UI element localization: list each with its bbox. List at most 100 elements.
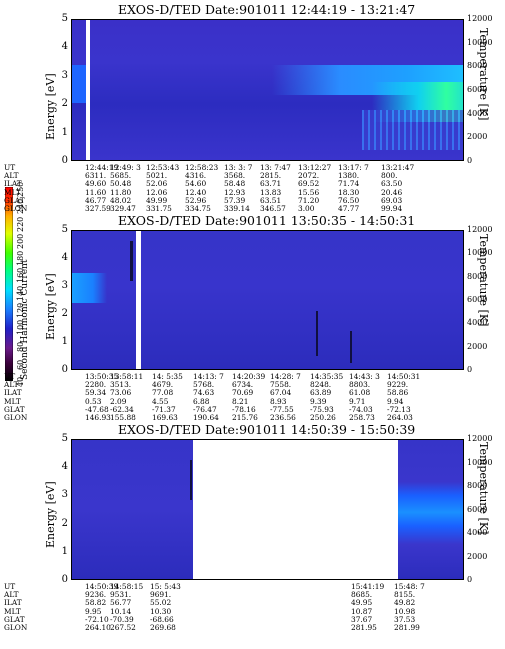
table-cell: 13: 3: 7: [224, 163, 253, 172]
y-tick-label: 0: [61, 155, 68, 166]
table-cell: 2280.: [85, 380, 107, 390]
table-cell: 49.95: [351, 598, 373, 608]
table-cell: 12:44:19: [85, 163, 119, 172]
table-cell: 3568.: [224, 171, 246, 181]
table-cell: 267.52: [110, 623, 136, 632]
table-cell: 63.71: [260, 179, 282, 189]
y-tick-label: 5: [61, 13, 68, 24]
table-cell: 8803.: [349, 380, 371, 390]
table-cell: 2815.: [260, 171, 282, 181]
table-cell: 50.48: [110, 179, 132, 189]
y2-tick-label: 6000: [467, 295, 488, 304]
y2-tick-label: 0: [467, 575, 473, 584]
table-cell: 334.75: [185, 204, 211, 213]
table-cell: 47.77: [338, 204, 360, 213]
y2-tick-label: 4000: [467, 318, 488, 328]
y2-tick-label: 8000: [467, 61, 488, 71]
table-cell: 57.39: [224, 195, 246, 205]
spectrogram-plot: [71, 19, 464, 161]
table-cell: 3.00: [298, 204, 315, 213]
table-cell: 74.63: [193, 388, 215, 398]
table-row-label: GLON: [4, 204, 28, 213]
table-cell: 15:48: 7: [394, 582, 425, 591]
table-cell: 13:50:35: [85, 372, 119, 381]
table-row-label: ALT: [4, 380, 19, 390]
table-cell: 52.06: [146, 179, 168, 189]
table-cell: 14:13: 7: [193, 372, 224, 381]
table-row-label: MLT: [4, 187, 21, 197]
table-cell: 4.55: [152, 396, 169, 406]
panel-title: EXOS-D/TED Date:901011 14:50:39 - 15:50:…: [118, 422, 416, 437]
table-cell: 63.51: [260, 195, 282, 205]
y-tick-label: 4: [61, 41, 68, 53]
y2-tick-label: 4000: [467, 108, 488, 118]
y2-tick-label: 0: [467, 156, 473, 165]
table-cell: 49.82: [394, 598, 416, 608]
table-cell: 8155.: [394, 590, 416, 600]
table-cell: 8.93: [270, 396, 287, 406]
table-cell: 2072.: [298, 171, 320, 181]
y2-tick-label: 8000: [467, 481, 488, 490]
table-cell: 9.95: [85, 606, 102, 616]
table-cell: 63.50: [381, 179, 403, 189]
table-cell: -62.34: [110, 404, 134, 414]
table-cell: -70.39: [110, 614, 134, 624]
table-cell: 20.46: [381, 187, 403, 197]
table-cell: -72.10: [85, 614, 109, 624]
table-cell: 48.02: [110, 195, 132, 205]
spectrogram-streaks: [362, 110, 463, 150]
y-tick-label: 4: [61, 252, 68, 263]
spectrogram-background: [398, 440, 463, 579]
table-cell: 10.87: [351, 606, 373, 616]
table-cell: 15:41:19: [351, 582, 385, 591]
table-cell: 69.52: [298, 179, 320, 189]
table-row-label: UT: [4, 372, 16, 381]
colorbar-tick-label: 220: [16, 216, 25, 232]
y2-tick-label: 12000: [467, 434, 493, 443]
table-cell: 9691.: [150, 590, 172, 600]
colorbar-gradient: [4, 186, 14, 382]
data-gap: [86, 20, 90, 160]
table-cell: 11.80: [110, 187, 132, 197]
table-cell: 0.53: [85, 396, 102, 406]
table-cell: 58.48: [224, 179, 246, 189]
table-cell: 155.88: [110, 413, 136, 422]
colorbar-label: Second Harmonic Current: [20, 259, 30, 380]
table-cell: 269.68: [150, 623, 176, 632]
table-cell: 4316.: [185, 171, 207, 181]
table-row-label: UT: [4, 582, 16, 591]
y2-tick-label: 0: [467, 365, 473, 374]
table-cell: 329.47: [110, 204, 136, 213]
table-cell: 281.95: [351, 623, 377, 632]
table-cell: 12:58:23: [185, 163, 219, 172]
table-cell: 76.50: [338, 195, 360, 205]
table-cell: 800.: [381, 171, 398, 181]
table-cell: 9229.: [387, 380, 409, 390]
y-tick-label: 1: [61, 545, 68, 557]
table-cell: 70.69: [232, 388, 254, 398]
table-row-label: GLON: [4, 413, 28, 422]
y2-tick-label: 10000: [467, 37, 493, 47]
table-row-label: GLAT: [4, 195, 25, 205]
spectrogram-enhancement: [72, 273, 107, 303]
y-tick-label: 0: [61, 364, 68, 375]
table-row-label: GLAT: [4, 614, 25, 624]
table-cell: 5021.: [146, 171, 168, 181]
y2-tick-label: 12000: [467, 225, 493, 234]
colorbar: [4, 186, 14, 382]
table-cell: 6.88: [193, 396, 210, 406]
table-cell: 13:58:11: [110, 372, 144, 381]
table-cell: 12.40: [185, 187, 207, 197]
y-tick-label: 3: [61, 69, 68, 81]
y2-tick-label: 6000: [467, 504, 488, 514]
table-cell: -71.37: [152, 404, 176, 414]
table-cell: 3513.: [110, 380, 132, 390]
table-cell: 12.06: [146, 187, 168, 197]
y-tick-label: 2: [61, 517, 68, 529]
table-cell: 2.09: [110, 396, 127, 406]
table-cell: -68.66: [150, 614, 174, 624]
table-cell: 169.63: [152, 413, 178, 422]
spectrogram-streaks: [316, 311, 318, 356]
table-cell: 14:43: 3: [349, 372, 380, 381]
table-cell: 46.77: [85, 195, 107, 205]
